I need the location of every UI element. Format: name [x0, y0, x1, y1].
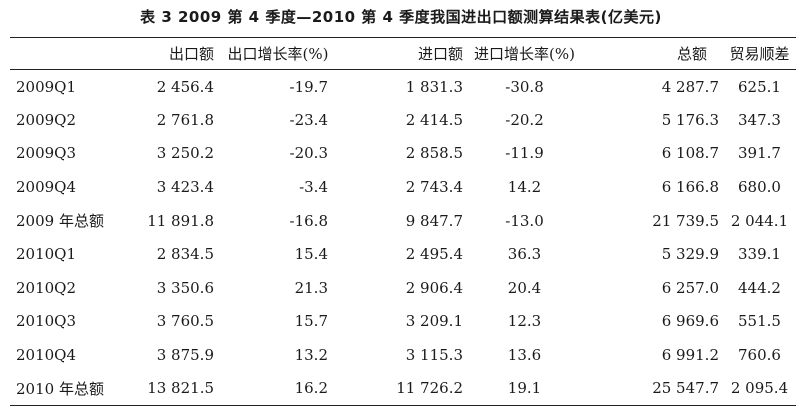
table-body: 2009Q1 2 456.4 -19.7 1 831.3 -30.8 4 287.7 625… — [10, 70, 796, 406]
table-header: 出口额 出口增长率(%) 进口额 进口增长率(%) 总额 贸易顺差 — [10, 37, 796, 70]
cell-export: 2 456.4 — [156, 77, 214, 96]
cell-import-growth: -11.9 — [505, 144, 544, 163]
cell-import: 3 209.1 — [405, 312, 463, 331]
table-row: 2009 年总额 11 891.8 -16.8 9 847.7 -13.0 21 739.… — [10, 204, 796, 238]
table-row: 2009Q4 3 423.4 -3.4 2 743.4 14.2 6 166.8 680.0 — [10, 170, 796, 204]
cell-export-growth: 15.4 — [294, 245, 328, 264]
table-row: 2010Q1 2 834.5 15.4 2 495.4 36.3 5 329.9 339.1 — [10, 237, 796, 271]
cell-import: 3 115.3 — [405, 346, 463, 365]
table-title: 表 3 2009 第 4 季度—2010 第 4 季度我国进出口额测算结果表(亿… — [140, 8, 662, 26]
table-row: 2010Q3 3 760.5 15.7 3 209.1 12.3 6 969.6 551.5 — [10, 305, 796, 339]
cell-export-growth: 13.2 — [294, 346, 328, 365]
header-cell-period — [10, 38, 124, 70]
cell-export: 3 423.4 — [156, 178, 214, 197]
cell-import-growth: -13.0 — [505, 211, 544, 230]
cell-export-growth: -20.3 — [289, 144, 328, 163]
cell-period: 2010Q3 — [16, 312, 77, 331]
cell-total: 6 257.0 — [661, 278, 719, 297]
cell-period: 2009 年总额 — [16, 212, 104, 231]
header-cell-export: 出口额 — [168, 45, 214, 63]
header-cell-export-growth: 出口增长率(%) — [227, 45, 329, 63]
table-row: 2009Q1 2 456.4 -19.7 1 831.3 -30.8 4 287.7 625… — [10, 70, 796, 104]
cell-period: 2009Q2 — [16, 110, 77, 129]
cell-import-growth: 13.6 — [507, 346, 542, 365]
cell-import-growth: -30.8 — [505, 77, 544, 96]
cell-import-growth: -20.2 — [505, 110, 544, 129]
cell-surplus: 339.1 — [738, 245, 781, 264]
cell-export-growth: -16.8 — [289, 211, 328, 230]
cell-period: 2009Q4 — [16, 178, 77, 197]
cell-surplus: 625.1 — [738, 77, 781, 96]
cell-import-growth: 36.3 — [507, 245, 542, 264]
cell-period: 2010Q4 — [16, 346, 77, 365]
cell-total: 25 547.7 — [652, 379, 719, 398]
table-row: 2010Q4 3 875.9 13.2 3 115.3 13.6 6 991.2 760.6 — [10, 338, 796, 372]
cell-total: 6 969.6 — [661, 312, 719, 331]
header-row: 出口额 出口增长率(%) 进口额 进口增长率(%) 总额 贸易顺差 — [10, 37, 796, 70]
cell-surplus: 551.5 — [738, 312, 781, 331]
cell-export-growth: 21.3 — [294, 278, 328, 297]
cell-import: 9 847.7 — [405, 211, 463, 230]
cell-export: 3 350.6 — [156, 278, 214, 297]
cell-period: 2010Q2 — [16, 278, 77, 297]
trade-table: 出口额 出口增长率(%) 进口额 进口增长率(%) 总额 贸易顺差 2009Q1… — [10, 37, 796, 406]
cell-export: 3 875.9 — [156, 346, 214, 365]
cell-export-growth: 16.2 — [294, 379, 328, 398]
cell-period: 2009Q1 — [16, 77, 77, 96]
header-cell-import-growth: 进口增长率(%) — [474, 45, 575, 63]
cell-total: 5 176.3 — [661, 110, 719, 129]
cell-import: 2 414.5 — [405, 110, 463, 129]
cell-total: 5 329.9 — [661, 245, 719, 264]
cell-import-growth: 12.3 — [507, 312, 542, 331]
header-cell-surplus: 贸易顺差 — [729, 45, 790, 63]
table-row: 2009Q3 3 250.2 -20.3 2 858.5 -11.9 6 108.7 391… — [10, 137, 796, 171]
cell-export: 13 821.5 — [147, 379, 214, 398]
cell-surplus: 760.6 — [738, 346, 781, 365]
cell-import-growth: 20.4 — [507, 278, 542, 297]
cell-import: 2 858.5 — [405, 144, 463, 163]
cell-surplus: 347.3 — [738, 110, 781, 129]
cell-total: 6 108.7 — [661, 144, 719, 163]
cell-export: 3 760.5 — [156, 312, 214, 331]
cell-period: 2010 年总额 — [16, 379, 104, 398]
cell-total: 21 739.5 — [652, 211, 719, 230]
cell-import-growth: 19.1 — [507, 379, 542, 398]
cell-export-growth: 15.7 — [294, 312, 328, 331]
header-cell-import: 进口额 — [417, 45, 463, 63]
cell-import: 2 906.4 — [405, 278, 463, 297]
header-cell-total: 总额 — [676, 45, 707, 63]
cell-period: 2010Q1 — [16, 245, 77, 264]
cell-surplus: 391.7 — [738, 144, 781, 163]
cell-export: 3 250.2 — [156, 144, 214, 163]
table-row: 2010Q2 3 350.6 21.3 2 906.4 20.4 6 257.0 444.2 — [10, 271, 796, 305]
cell-surplus: 2 044.1 — [730, 211, 789, 230]
cell-surplus: 444.2 — [738, 278, 781, 297]
cell-total: 6 991.2 — [661, 346, 719, 365]
cell-import: 1 831.3 — [405, 77, 463, 96]
cell-export-growth: -19.7 — [289, 77, 328, 96]
cell-surplus: 2 095.4 — [730, 379, 789, 398]
table-row: 2010 年总额 13 821.5 16.2 11 726.2 19.1 25 547.7… — [10, 372, 796, 406]
cell-surplus: 680.0 — [738, 178, 781, 197]
cell-import-growth: 14.2 — [507, 178, 542, 197]
table-row: 2009Q2 2 761.8 -23.4 2 414.5 -20.2 5 176.3 347… — [10, 103, 796, 137]
cell-export-growth: -3.4 — [299, 178, 328, 197]
cell-export: 11 891.8 — [147, 211, 214, 230]
cell-import: 2 743.4 — [405, 178, 463, 197]
cell-total: 4 287.7 — [661, 77, 719, 96]
cell-export-growth: -23.4 — [289, 110, 328, 129]
cell-import: 11 726.2 — [396, 379, 463, 398]
cell-import: 2 495.4 — [405, 245, 463, 264]
cell-export: 2 761.8 — [156, 110, 214, 129]
cell-export: 2 834.5 — [156, 245, 214, 264]
cell-total: 6 166.8 — [661, 178, 719, 197]
cell-period: 2009Q3 — [16, 144, 77, 163]
